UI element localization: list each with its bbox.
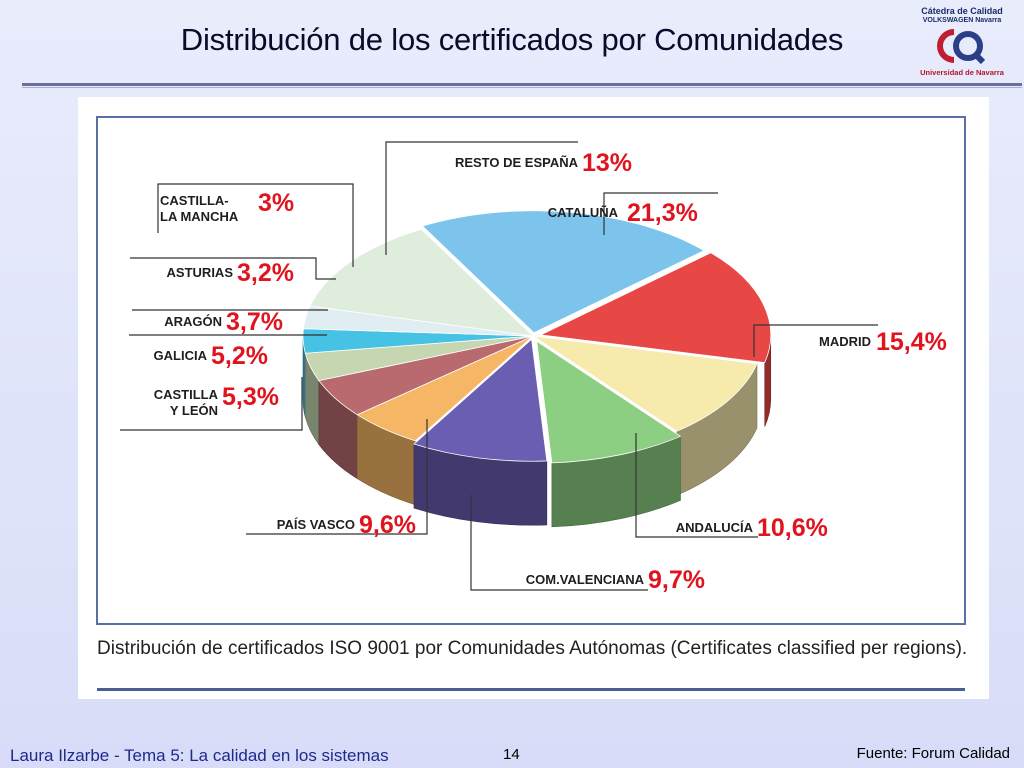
slide-title: Distribución de los certificados por Com… [0, 22, 1024, 58]
value-resto-de-espana: 13% [582, 149, 632, 177]
leader-line-castilla-y-leon [120, 377, 303, 431]
pie-labels: CATALUÑA 21,3% MADRID 15,4% ANDALUCÍA 10,6% CO… [154, 149, 947, 594]
pie-slice-madrid [539, 252, 772, 364]
figure-caption: Distribución de certificados ISO 9001 po… [97, 638, 968, 659]
pie-slice-resto-de-espana [309, 228, 535, 337]
label-castilla-la-mancha: CASTILLA-LA MANCHA [160, 193, 239, 224]
caption-rule [97, 688, 965, 691]
footer-author: Laura Ilzarbe - Tema 5: La calidad en lo… [10, 746, 389, 765]
pie-leader-lines [120, 141, 878, 591]
slide-footer: Laura Ilzarbe - Tema 5: La calidad en lo… [0, 740, 1024, 768]
value-pais-vasco: 9,6% [359, 511, 416, 539]
label-com-valenciana: COM.VALENCIANA [526, 572, 645, 587]
value-galicia: 5,2% [211, 342, 268, 370]
label-andalucia: ANDALUCÍA [676, 520, 754, 535]
pie-slice-andalucia [532, 335, 758, 432]
pie-sides [302, 334, 772, 528]
value-castilla-y-leon: 5,3% [222, 383, 279, 411]
label-galicia: GALICIA [154, 348, 208, 363]
leader-line-com-valenciana [470, 495, 648, 591]
leader-line-cataluna [603, 192, 718, 235]
label-asturias: ASTURIAS [167, 265, 234, 280]
value-com-valenciana: 9,7% [648, 566, 705, 594]
leader-line-resto-de-espana [385, 141, 578, 255]
logo-line-3: Universidad de Navarra [920, 68, 1004, 77]
label-cataluna: CATALUÑA [548, 205, 619, 220]
pie-slice-cataluna [421, 210, 705, 334]
label-madrid: MADRID [819, 334, 871, 349]
value-aragon: 3,7% [226, 308, 283, 336]
label-pais-vasco: PAÍS VASCO [277, 517, 355, 532]
pie-tops [302, 210, 772, 464]
label-castilla-y-leon: CASTILLA Y LEÓN [154, 387, 219, 418]
value-cataluna: 21,3% [627, 199, 698, 227]
logo-line-1: Cátedra de Calidad [921, 6, 1003, 16]
pie-slice-pais-vasco [413, 338, 548, 462]
title-divider [22, 83, 1022, 86]
logo-line-2: VOLKSWAGEN Navarra [922, 17, 1002, 24]
page-number: 14 [503, 746, 520, 763]
leader-line-pais-vasco [246, 419, 428, 535]
pie-slice-com-valenciana [536, 340, 682, 464]
pie-chart: CATALUÑA 21,3% MADRID 15,4% ANDALUCÍA 10,6% CO… [120, 141, 947, 594]
value-andalucia: 10,6% [757, 514, 828, 542]
title-divider-thin [22, 87, 1022, 88]
footer-source: Fuente: Forum Calidad [856, 745, 1010, 762]
figure-frame [96, 116, 966, 625]
slide-title-text: Distribución de los certificados por Com… [180, 22, 844, 57]
logo-mark-icon [937, 29, 986, 65]
leader-line-castilla-la-mancha [157, 183, 354, 267]
label-resto-de-espana: RESTO DE ESPAÑA [455, 155, 579, 170]
value-castilla-la-mancha: 3% [258, 189, 294, 217]
value-asturias: 3,2% [237, 259, 294, 287]
leader-line-madrid [753, 324, 878, 357]
value-madrid: 15,4% [876, 328, 947, 356]
label-aragon: ARAGÓN [164, 314, 222, 329]
leader-line-asturias [130, 257, 336, 280]
catedra-logo: Cátedra de Calidad VOLKSWAGEN Navarra Un… [906, 4, 1018, 80]
leader-line-andalucia [635, 433, 758, 538]
